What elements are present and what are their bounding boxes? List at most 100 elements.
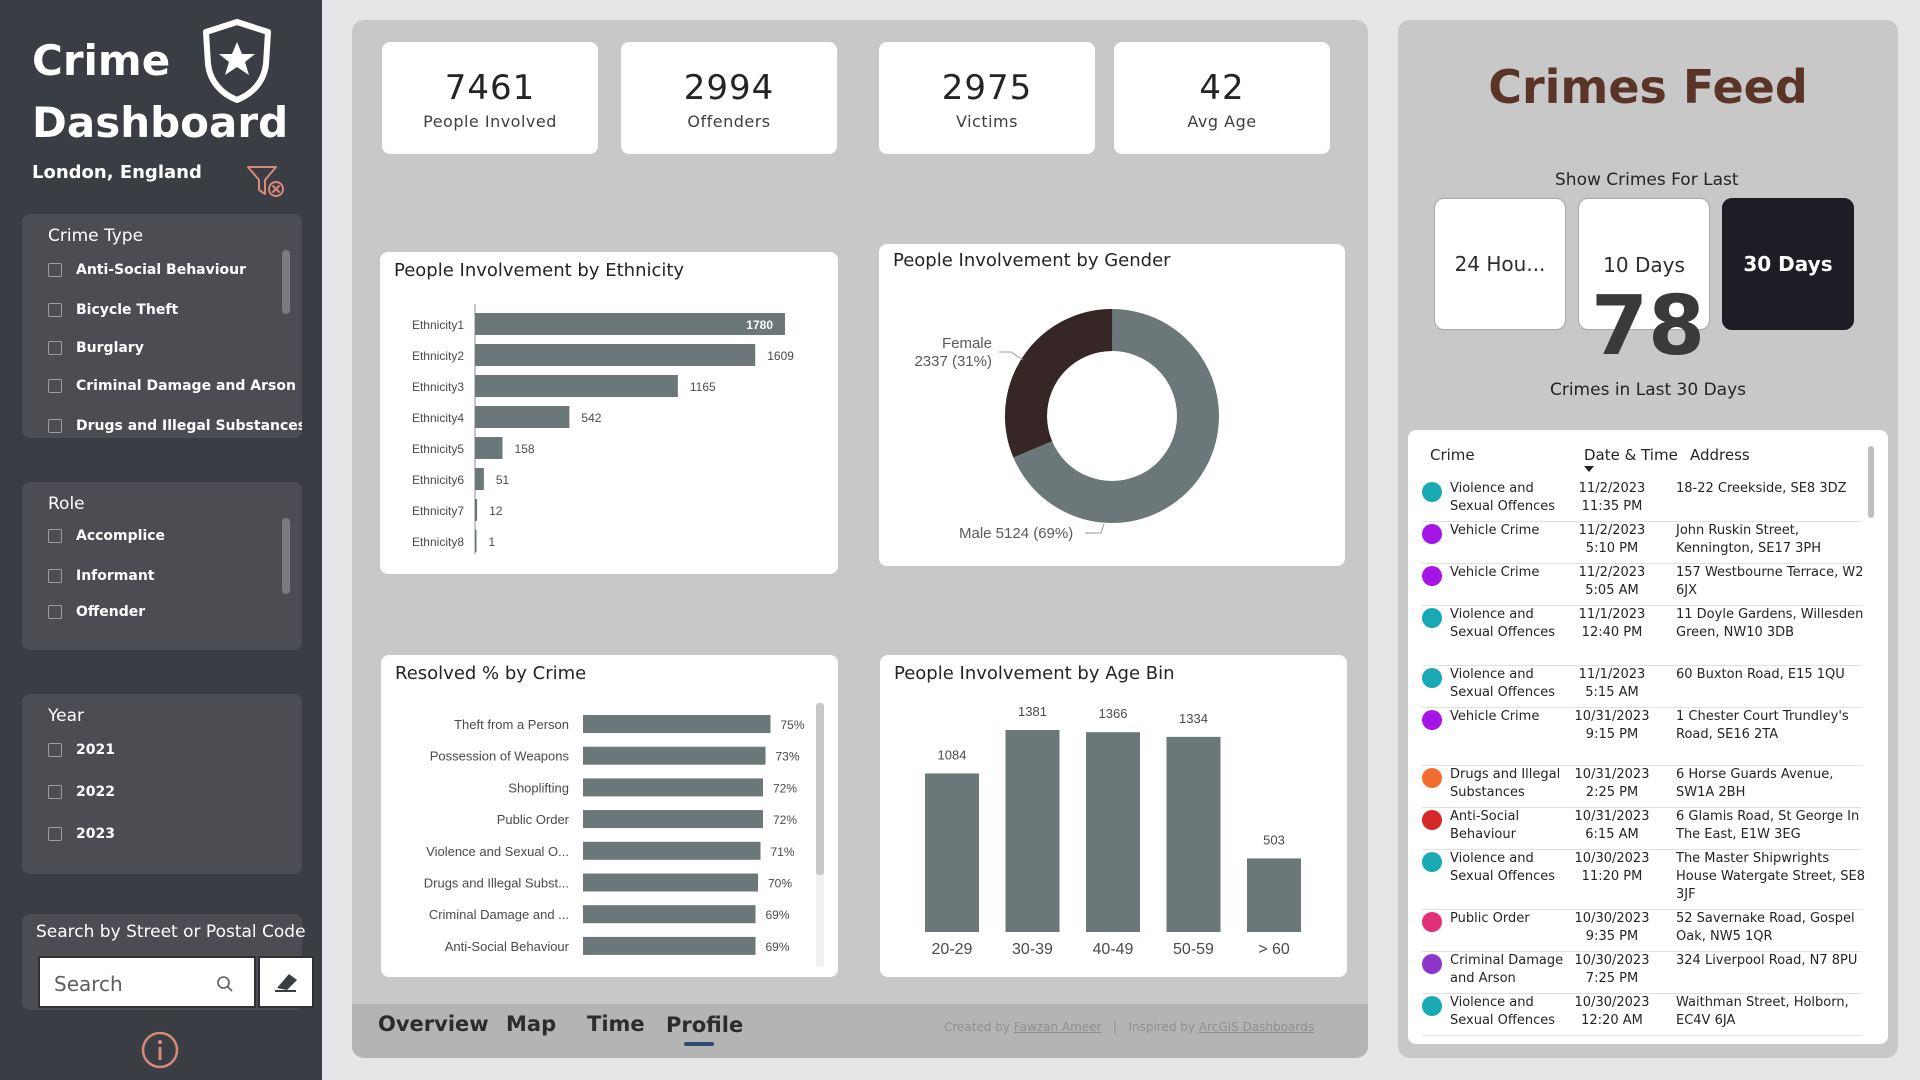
table-row[interactable]: Violence and Sexual Offences 11/1/2023 12:… [1422,606,1863,666]
cell-date: 10/31/2023 [1574,767,1650,782]
table-row[interactable]: Violence and Sexual Offences 11/1/2023 5:1… [1422,666,1862,708]
checkbox[interactable] [48,303,62,317]
crime-count: 78 [1590,279,1706,374]
checkbox[interactable] [48,785,62,799]
search-panel: Search by Street or Postal Code Search [22,914,314,1010]
credit-created: Created by [944,1020,1011,1034]
category-label: Ethnicity3 [412,380,464,394]
data-label: 69% [766,940,790,954]
kpi-label: Offenders [687,112,771,131]
option-label: Offender [76,604,146,620]
table-row[interactable]: Vehicle Crime 11/2/2023 5:05 AM 157 Westbou… [1422,564,1864,606]
chart-title: People Involvement by Age Bin [894,663,1175,684]
chart-title: People Involvement by Gender [893,250,1171,271]
page-nav [352,1004,1368,1058]
period-24-hours-button[interactable]: 24 Hou... [1434,198,1566,330]
cell-address: 60 Buxton Road, E15 1QU [1676,667,1845,682]
crime-type-option[interactable]: Bicycle Theft [48,302,178,318]
cell-address: 11 Doyle Gardens, Willesden Green, NW10 … [1676,607,1864,640]
checkbox[interactable] [48,569,62,583]
crime-category-dot [1422,608,1442,628]
cell-time: 9:35 PM [1585,929,1639,944]
cell-time: 2:25 PM [1585,785,1639,800]
crime-type-option[interactable]: Criminal Damage and Arson [48,378,296,394]
leader-line [1085,523,1105,534]
table-row[interactable]: Violence and Sexual Offences 11/2/2023 11:… [1422,480,1862,522]
checkbox[interactable] [48,743,62,757]
table-row[interactable]: Anti-Social Behaviour 10/31/2023 6:15 AM 6 … [1422,808,1862,850]
credit-author-link[interactable]: Fawzan Ameer [1013,1020,1102,1034]
resolved-bar-chart: Theft from a Person 75% Possession of Weap… [424,703,824,967]
search-icon [217,976,233,992]
checkbox[interactable] [48,263,62,277]
category-label: 20-29 [932,941,973,958]
eraser-icon [275,974,297,992]
column-header-date[interactable]: Date & Time [1584,446,1678,464]
period-30-days-button[interactable]: 30 Days [1722,198,1854,330]
category-label: 40-49 [1093,941,1134,958]
cell-crime: Violence and Sexual Offences [1450,481,1556,514]
period-10-days-button[interactable]: 10 Days [1578,198,1710,330]
clear-filter-icon[interactable] [246,164,286,198]
info-icon[interactable] [140,1030,180,1070]
role-scrollbar[interactable] [282,518,290,594]
option-label: 2021 [76,742,115,758]
cell-crime: Violence and Sexual Offences [1450,995,1556,1028]
year-option[interactable]: 2023 [48,826,115,842]
category-label: Ethnicity7 [412,504,464,518]
bar [475,344,756,366]
crime-type-option[interactable]: Burglary [48,340,144,356]
cell-date: 10/31/2023 [1574,709,1650,724]
slice-label: Male 5124 (69%) [959,525,1073,542]
column-header-address[interactable]: Address [1690,446,1750,464]
table-row[interactable]: Violence and Sexual Offences 10/30/2023 11… [1422,850,1865,910]
column-header-crime[interactable]: Crime [1430,446,1475,464]
option-label: Informant [76,568,155,584]
cell-time: 12:20 AM [1581,1013,1643,1028]
credit-source-link[interactable]: ArcGIS Dashboards [1198,1020,1314,1034]
crime-type-option[interactable]: Drugs and Illegal Substances [48,418,302,434]
cell-address: 18-22 Creekside, SE8 3DZ [1676,481,1847,496]
table-row[interactable]: Vehicle Crime 10/31/2023 9:15 PM 1 Chester … [1422,708,1862,766]
crime-category-dot [1422,668,1442,688]
checkbox[interactable] [48,529,62,543]
table-row[interactable]: Criminal Damage and Arson 10/30/2023 7:25 … [1422,952,1862,994]
table-row[interactable]: Vehicle Crime 11/2/2023 5:10 PM John Ruskin… [1422,522,1862,564]
table-row[interactable]: Public Order 10/30/2023 9:35 PM 52 Savernak… [1422,910,1862,952]
cell-date-time: 10/30/2023 12:20 AM [1572,994,1652,1030]
checkbox[interactable] [48,605,62,619]
crime-category-dot [1422,710,1442,730]
year-option[interactable]: 2022 [48,784,115,800]
bar [1166,736,1221,932]
role-option[interactable]: Accomplice [48,528,165,544]
kpi-value: 2994 [683,68,775,108]
role-option[interactable]: Informant [48,568,154,584]
table-row[interactable]: Violence and Sexual Offences 10/30/2023 12… [1422,994,1862,1036]
slice-female [1005,309,1219,523]
option-label: Drugs and Illegal Substances [76,418,302,434]
cell-address: The Master Shipwrights House Watergate S… [1676,851,1866,902]
cell-date-time: 10/30/2023 11:20 PM [1572,850,1652,886]
crime-type-option[interactable]: Anti-Social Behaviour [48,262,246,278]
tab-time[interactable]: Time [587,1012,645,1036]
cell-address: 1 Chester Court Trundley's Road, SE16 2T… [1676,709,1849,742]
checkbox[interactable] [48,827,62,841]
bar [475,406,570,428]
search-input[interactable]: Search [38,956,256,1008]
role-option[interactable]: Offender [48,604,145,620]
tab-overview[interactable]: Overview [378,1012,489,1036]
table-row[interactable]: Drugs and Illegal Substances 10/31/2023 2:… [1422,766,1862,808]
clear-search-button[interactable] [258,956,314,1008]
tab-profile[interactable]: Profile [666,1013,744,1037]
table-scrollbar[interactable] [1868,446,1874,518]
year-option[interactable]: 2021 [48,742,115,758]
data-label: 503 [1263,832,1285,847]
checkbox[interactable] [48,419,62,433]
category-label: > 60 [1258,941,1290,958]
tab-map[interactable]: Map [506,1012,557,1036]
gender-chart-card: People Involvement by Gender Female 2337 … [879,244,1345,566]
category-label: Ethnicity8 [412,535,464,549]
checkbox[interactable] [48,341,62,355]
checkbox[interactable] [48,379,62,393]
crime-type-scrollbar[interactable] [282,250,290,314]
